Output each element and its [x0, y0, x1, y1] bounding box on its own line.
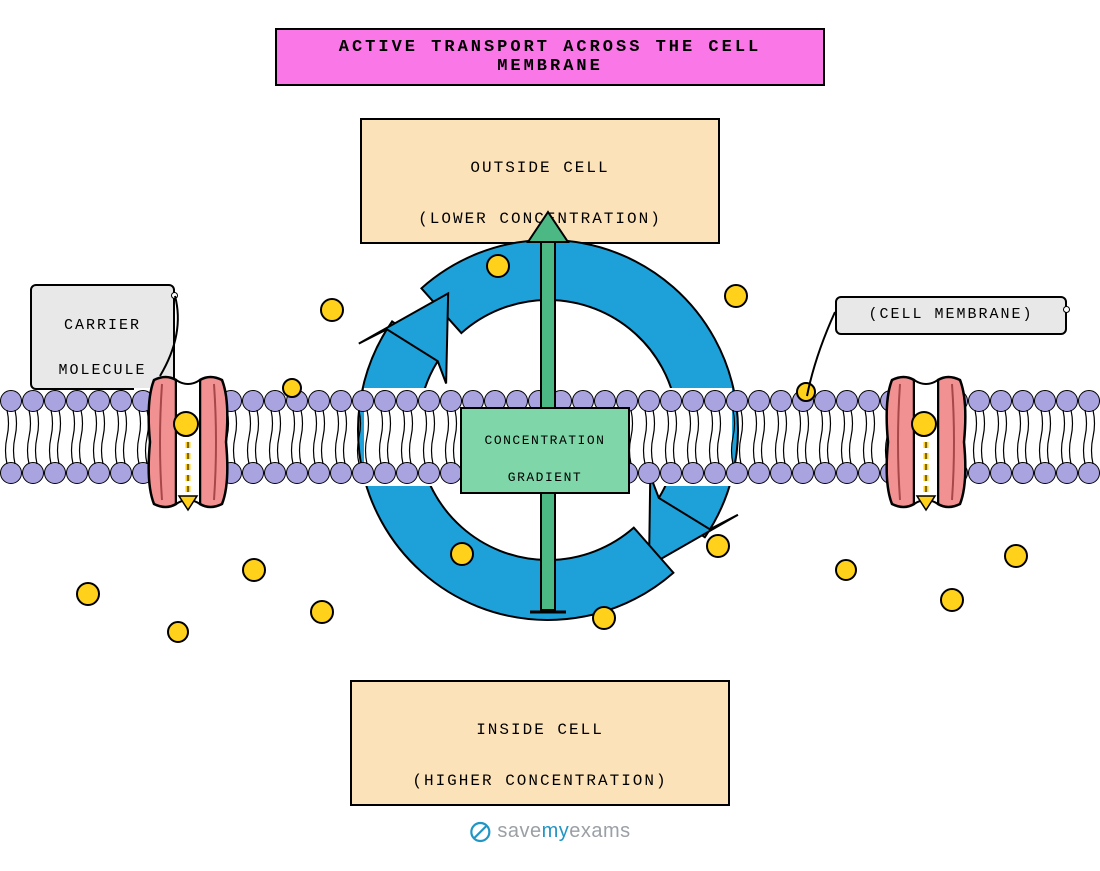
carrier-tag-pin	[171, 292, 178, 299]
particle-inside	[940, 588, 964, 612]
lipid-head	[286, 462, 308, 484]
lipid-head	[374, 390, 396, 412]
particle-inside	[242, 558, 266, 582]
watermark-save: save	[497, 820, 541, 842]
lipid-head	[814, 390, 836, 412]
title-banner: ACTIVE TRANSPORT ACROSS THE CELL MEMBRAN…	[275, 28, 825, 86]
lipid-head	[770, 462, 792, 484]
lipid-head	[264, 462, 286, 484]
lipid-head	[308, 462, 330, 484]
particle-inside	[796, 382, 816, 402]
carrier-protein-right	[878, 370, 974, 514]
particle-inside	[706, 534, 730, 558]
carrier-tag-line2: MOLECULE	[58, 362, 146, 379]
lipid-head	[682, 462, 704, 484]
lipid-head	[0, 390, 22, 412]
membrane-tag-pin	[1063, 306, 1070, 313]
concentration-gradient-label: CONCENTRATION GRADIENT	[460, 407, 630, 494]
lipid-head	[858, 462, 880, 484]
lipid-head	[44, 390, 66, 412]
lipid-head	[242, 390, 264, 412]
lipid-head	[352, 390, 374, 412]
lipid-head	[374, 462, 396, 484]
watermark: savemyexams	[469, 820, 630, 843]
lipid-head	[1078, 390, 1100, 412]
cell-membrane-tag: (CELL MEMBRANE)	[835, 296, 1067, 335]
particle-inside	[76, 582, 100, 606]
particle-inside	[310, 600, 334, 624]
lipid-head	[0, 462, 22, 484]
carrier-protein-left	[140, 370, 236, 514]
lipid-head	[66, 462, 88, 484]
lipid-head	[418, 462, 440, 484]
particle-in-carrier	[911, 411, 937, 437]
lipid-head	[704, 390, 726, 412]
lipid-head	[396, 390, 418, 412]
lipid-head	[308, 390, 330, 412]
lipid-head	[836, 462, 858, 484]
lipid-head	[726, 390, 748, 412]
lipid-head	[1034, 462, 1056, 484]
lipid-head	[1078, 462, 1100, 484]
lipid-head	[440, 390, 462, 412]
lipid-head	[792, 462, 814, 484]
lipid-head	[1056, 462, 1078, 484]
lipid-head	[440, 462, 462, 484]
lipid-head	[638, 390, 660, 412]
lipid-head	[990, 390, 1012, 412]
lipid-head	[704, 462, 726, 484]
watermark-exams: exams	[569, 820, 630, 842]
lipid-head	[242, 462, 264, 484]
particle-outside	[724, 284, 748, 308]
lipid-head	[88, 462, 110, 484]
inside-line2: (HIGHER CONCENTRATION)	[412, 772, 667, 790]
lipid-head	[1012, 390, 1034, 412]
lipid-head	[660, 390, 682, 412]
particle-inside	[1004, 544, 1028, 568]
watermark-my: my	[542, 820, 570, 842]
particle-inside	[167, 621, 189, 643]
lipid-head	[352, 462, 374, 484]
lipid-head	[1056, 390, 1078, 412]
carrier-tag-line1: CARRIER	[64, 317, 141, 334]
lipid-head	[748, 390, 770, 412]
watermark-icon	[469, 821, 491, 843]
lipid-head	[88, 390, 110, 412]
particle-inside	[450, 542, 474, 566]
lipid-head	[330, 462, 352, 484]
lipid-head	[22, 462, 44, 484]
gradient-line2: GRADIENT	[508, 470, 582, 485]
lipid-head	[110, 390, 132, 412]
lipid-head	[990, 462, 1012, 484]
lipid-head	[748, 462, 770, 484]
lipid-head	[726, 462, 748, 484]
outside-line1: OUTSIDE CELL	[470, 159, 609, 177]
diagram-canvas: ACTIVE TRANSPORT ACROSS THE CELL MEMBRAN…	[0, 0, 1100, 871]
lipid-head	[1012, 462, 1034, 484]
particle-inside	[592, 606, 616, 630]
inside-line1: INSIDE CELL	[476, 721, 604, 739]
inside-cell-label: INSIDE CELL (HIGHER CONCENTRATION)	[350, 680, 730, 806]
lipid-head	[638, 462, 660, 484]
particle-outside	[282, 378, 302, 398]
lipid-head	[330, 390, 352, 412]
lipid-head	[836, 390, 858, 412]
lipid-head	[22, 390, 44, 412]
lipid-head	[814, 462, 836, 484]
lipid-head	[660, 462, 682, 484]
particle-inside	[835, 559, 857, 581]
lipid-head	[682, 390, 704, 412]
lipid-head	[858, 390, 880, 412]
lipid-head	[770, 390, 792, 412]
lipid-head	[110, 462, 132, 484]
particle-in-carrier	[173, 411, 199, 437]
lipid-head	[1034, 390, 1056, 412]
gradient-line1: CONCENTRATION	[485, 433, 606, 448]
lipid-head	[396, 462, 418, 484]
lipid-head	[418, 390, 440, 412]
lipid-head	[66, 390, 88, 412]
lipid-head	[44, 462, 66, 484]
particle-outside	[486, 254, 510, 278]
particle-outside	[320, 298, 344, 322]
